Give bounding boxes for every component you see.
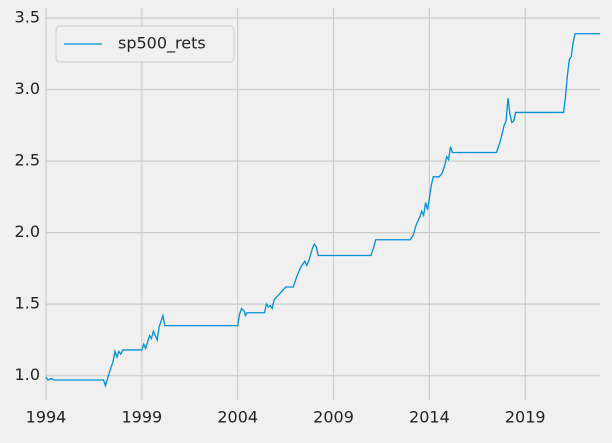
legend-label: sp500_rets — [118, 34, 206, 54]
x-tick-label: 1999 — [121, 408, 162, 427]
line — [45, 33, 600, 388]
y-tick-label: 3.0 — [15, 79, 40, 98]
x-tick-label: 1994 — [26, 408, 67, 427]
legend-box — [55, 25, 235, 63]
y-tick-label: 1.5 — [15, 294, 40, 313]
y-tick-label: 1.0 — [15, 365, 40, 384]
x-tick-label: 2009 — [313, 408, 354, 427]
x-tick-label: 2004 — [217, 408, 258, 427]
y-tick-label: 3.5 — [15, 8, 40, 27]
y-tick-label: 2.5 — [15, 151, 40, 170]
x-tick-label: 2019 — [505, 408, 546, 427]
x-tick-label: 2014 — [409, 408, 450, 427]
y-tick-label: 2.0 — [15, 222, 40, 241]
